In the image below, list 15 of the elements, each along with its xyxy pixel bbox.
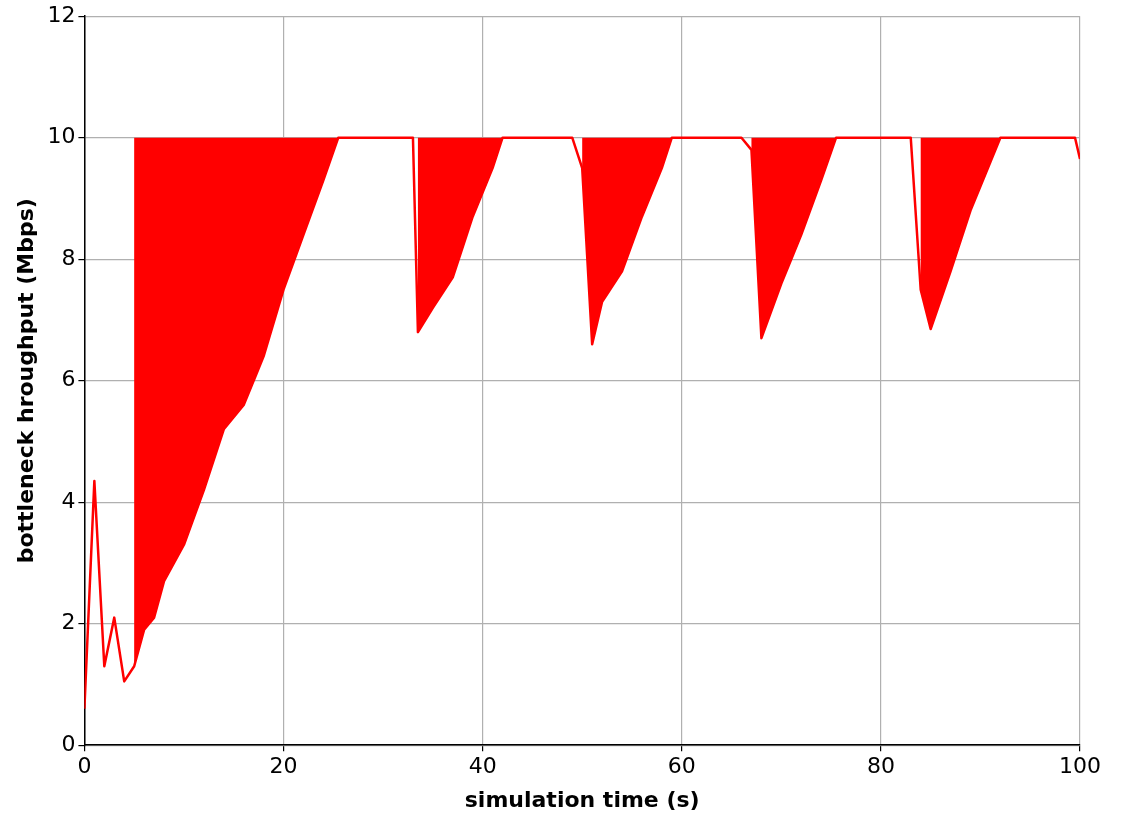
y-tick-label: 0 — [61, 730, 76, 756]
y-tick-label: 2 — [61, 609, 76, 635]
y-tick-label: 8 — [61, 244, 76, 270]
x-tick-label: 40 — [468, 753, 497, 779]
x-axis-title: simulation time (s) — [464, 786, 700, 812]
x-tick-label: 80 — [866, 753, 895, 779]
y-tick-label: 4 — [61, 487, 76, 513]
x-tick-label: 20 — [269, 753, 298, 779]
y-tick-label: 6 — [61, 366, 76, 392]
x-tick-label: 60 — [667, 753, 696, 779]
x-tick-label: 100 — [1059, 753, 1101, 779]
y-axis-title: bottleneck hroughput (Mbps) — [12, 198, 38, 564]
y-tick-label: 12 — [47, 1, 76, 27]
x-tick-label: 0 — [77, 753, 92, 779]
y-tick-label: 10 — [47, 123, 76, 149]
